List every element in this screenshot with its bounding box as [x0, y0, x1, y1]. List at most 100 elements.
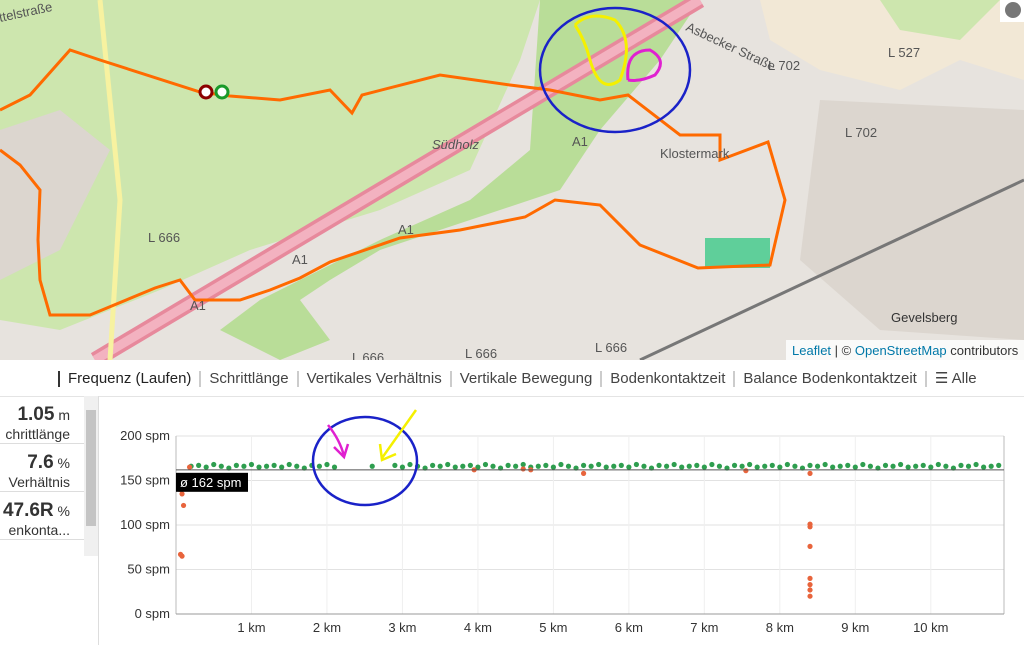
point	[845, 462, 851, 468]
point	[543, 462, 549, 468]
point	[618, 462, 624, 468]
annotation-circle	[538, 6, 692, 134]
road-label: A1	[292, 252, 308, 267]
point	[807, 543, 813, 549]
point	[467, 462, 473, 468]
annotation-loop	[626, 48, 662, 82]
point	[475, 464, 481, 470]
point	[286, 461, 292, 468]
place-label: Gevelsberg	[891, 310, 957, 325]
point	[807, 470, 813, 476]
point	[399, 464, 406, 470]
point	[769, 462, 775, 468]
point	[218, 463, 224, 469]
point	[928, 464, 934, 470]
point	[437, 463, 443, 469]
y-tick-label: 200 spm	[120, 428, 170, 443]
point	[981, 464, 987, 470]
pond	[705, 238, 770, 268]
tab[interactable]: Bodenkontaktzeit	[600, 371, 733, 387]
point	[784, 461, 790, 468]
side-panel: 1.05 m chrittlänge 7.6 % Verhältnis 47.6R % e…	[0, 396, 99, 645]
tab-label: Alle	[951, 370, 977, 387]
point	[694, 462, 700, 468]
point	[822, 461, 828, 468]
railway	[639, 178, 1024, 360]
point	[248, 461, 255, 468]
point	[179, 553, 185, 559]
point	[807, 593, 813, 599]
point	[513, 463, 519, 469]
tab[interactable]: Vertikales Verhältnis	[296, 371, 450, 387]
point	[177, 551, 184, 557]
point	[988, 463, 994, 469]
point	[188, 463, 194, 469]
road-label: L 527	[888, 45, 920, 60]
point	[186, 464, 193, 470]
point	[460, 463, 466, 469]
point	[837, 463, 843, 469]
point	[573, 465, 579, 471]
start-marker[interactable]	[214, 84, 230, 100]
point	[807, 587, 813, 593]
stat-unit: %	[57, 503, 70, 519]
point	[179, 491, 185, 497]
y-tick-label: 0 spm	[135, 606, 170, 621]
stat-unit: %	[57, 455, 70, 471]
tab[interactable]: ☰ Alle	[924, 370, 985, 387]
point	[279, 464, 285, 470]
point	[905, 464, 911, 470]
road-label: L 666	[148, 230, 180, 245]
point	[686, 463, 692, 469]
road-label: L 666	[352, 350, 384, 360]
tab[interactable]: Vertikale Bewegung	[449, 371, 601, 387]
point	[807, 462, 813, 468]
road-label: L 666	[465, 346, 497, 360]
point	[814, 463, 821, 469]
point	[263, 463, 270, 469]
stat-value: 7.6	[27, 452, 54, 473]
tab-bar: Frequenz (Laufen) Schrittlänge Vertikales …	[0, 362, 1024, 397]
route	[0, 48, 787, 317]
point	[882, 462, 889, 468]
point	[852, 464, 858, 470]
point	[331, 464, 338, 470]
x-tick-label: 8 km	[766, 620, 794, 635]
point	[897, 461, 904, 468]
point	[679, 464, 685, 470]
leaflet-link[interactable]: Leaflet	[792, 343, 831, 358]
place-label: Südholz	[432, 137, 479, 152]
point	[550, 464, 556, 470]
point	[792, 463, 798, 469]
point	[452, 464, 458, 470]
place-label: Klostermark	[660, 146, 730, 161]
stat: 1.05 m chrittlänge	[0, 396, 98, 444]
tab[interactable]: Frequenz (Laufen)	[58, 371, 199, 387]
point	[965, 463, 972, 469]
attribution-bg	[786, 340, 1024, 360]
point	[565, 463, 572, 469]
point	[724, 465, 730, 471]
annotation-circle	[311, 415, 419, 507]
map[interactable]: ttelstraße Asbecker Straße L 702 L 527 L…	[0, 0, 1024, 360]
osm-link[interactable]: OpenStreetMap	[855, 343, 947, 358]
road-label: L 666	[595, 340, 627, 355]
point	[920, 462, 926, 468]
end-marker[interactable]	[198, 84, 214, 100]
point	[799, 465, 806, 471]
point	[875, 465, 881, 471]
scroll-thumb[interactable]	[86, 410, 96, 526]
scrollbar[interactable]	[84, 396, 98, 556]
tab[interactable]: Balance Bodenkontaktzeit	[733, 371, 924, 387]
tab[interactable]: Schrittlänge	[199, 371, 296, 387]
point	[369, 463, 375, 469]
globe-icon	[1005, 2, 1021, 18]
forest	[880, 0, 1000, 40]
y-tick-label: 50 spm	[127, 562, 170, 577]
point	[324, 461, 330, 468]
point	[830, 464, 836, 470]
point	[626, 464, 632, 470]
point	[701, 464, 707, 470]
stat-unit: m	[58, 407, 70, 423]
